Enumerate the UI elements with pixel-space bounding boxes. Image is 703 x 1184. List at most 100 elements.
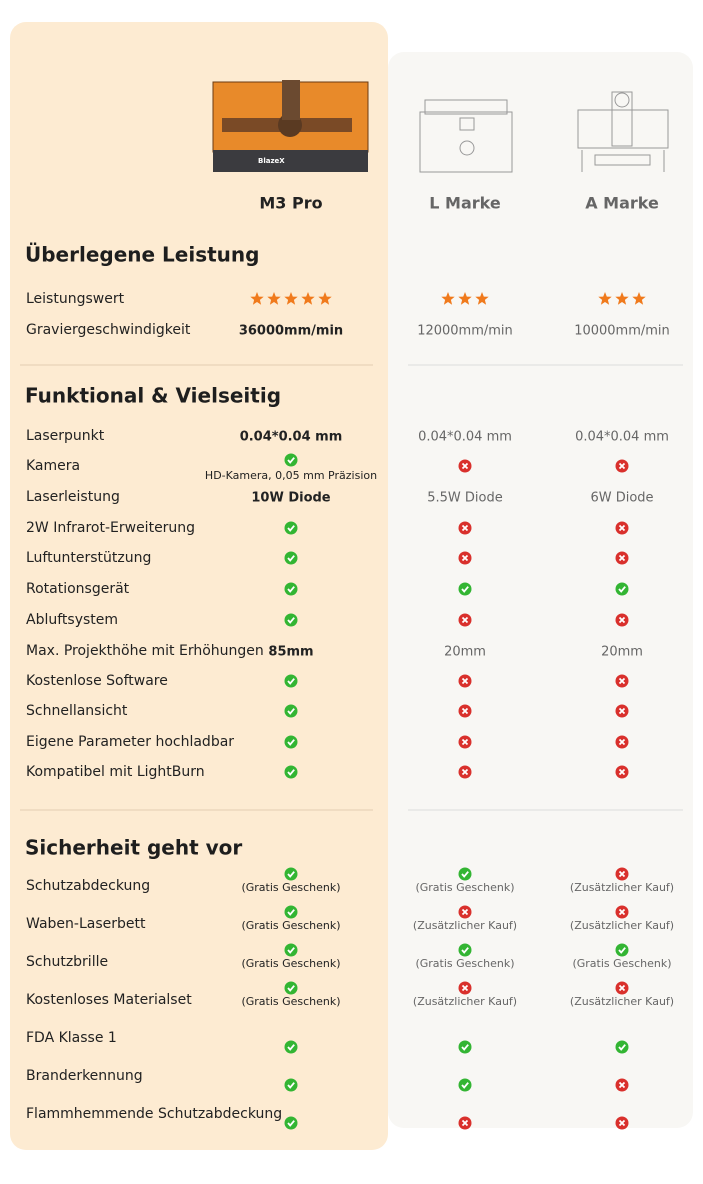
icon-glyph (287, 1082, 295, 1089)
icon-circle (284, 1116, 298, 1130)
check-icon (284, 453, 298, 467)
star (615, 292, 629, 305)
row-label: Leistungswert (26, 291, 125, 307)
cell-text: 10W Diode (251, 491, 330, 506)
cross-icon (615, 459, 629, 473)
icon-glyph (618, 768, 626, 776)
icon-circle (284, 981, 298, 995)
cross-icon (615, 521, 629, 535)
icon-glyph (461, 908, 469, 916)
check-icon (284, 1040, 298, 1054)
icon-glyph (287, 617, 295, 624)
row-label: Max. Projekthöhe mit Erhöhungen (26, 643, 264, 659)
icon-circle (458, 1040, 472, 1054)
icon-glyph (461, 677, 469, 685)
row-label: Graviergeschwindigkeit (26, 322, 191, 338)
icon-circle (284, 1040, 298, 1054)
cross-icon (458, 704, 472, 718)
m3-image: BlazeX (212, 80, 369, 172)
icon-circle (284, 613, 298, 627)
check-icon (615, 1040, 629, 1054)
icon-glyph (618, 738, 626, 746)
icon-circle (284, 582, 298, 596)
check-icon (284, 905, 298, 919)
row-label: Kompatibel mit LightBurn (26, 764, 205, 780)
icon-circle (615, 1040, 629, 1054)
icon-glyph (618, 984, 626, 992)
icon-glyph (618, 462, 626, 470)
icon-circle (284, 735, 298, 749)
row-label: Branderkennung (26, 1068, 143, 1084)
icon-glyph (461, 1082, 469, 1089)
cell-text: 36000mm/min (239, 324, 343, 339)
icon-glyph (287, 985, 295, 992)
check-icon (615, 943, 629, 957)
check-icon (284, 1116, 298, 1130)
icon-glyph (287, 871, 295, 878)
cell-note: (Gratis Geschenk) (241, 919, 340, 932)
cross-icon (458, 613, 472, 627)
icon-circle (458, 582, 472, 596)
icon-glyph (618, 870, 626, 878)
row-label: Waben-Laserbett (26, 916, 146, 932)
check-icon (284, 674, 298, 688)
cell-text: 6W Diode (590, 491, 653, 506)
cross-icon (458, 521, 472, 535)
icon-glyph (287, 457, 295, 464)
check-icon (458, 867, 472, 881)
cross-icon (615, 551, 629, 565)
cross-icon (458, 551, 472, 565)
icon-circle (284, 867, 298, 881)
icon-glyph (461, 738, 469, 746)
icon-glyph (461, 554, 469, 562)
cross-icon (615, 981, 629, 995)
icon-circle (615, 582, 629, 596)
icon-glyph (618, 947, 626, 954)
cross-icon (458, 1116, 472, 1130)
cell-text: 0.04*0.04 mm (575, 430, 669, 445)
icon-glyph (287, 769, 295, 776)
icon-circle (284, 453, 298, 467)
cross-icon (615, 735, 629, 749)
cross-icon (458, 735, 472, 749)
icon-glyph (618, 1081, 626, 1089)
icon-glyph (461, 1119, 469, 1127)
icon-circle (458, 867, 472, 881)
icon-glyph (287, 909, 295, 916)
cross-icon (458, 765, 472, 779)
icon-glyph (287, 525, 295, 532)
check-icon (284, 867, 298, 881)
icon-circle (284, 521, 298, 535)
row-label: Kostenloses Materialset (26, 992, 192, 1008)
cross-icon (458, 459, 472, 473)
icon-glyph (461, 524, 469, 532)
icon-glyph (287, 678, 295, 685)
star (441, 292, 455, 305)
cell-note: (Gratis Geschenk) (572, 957, 671, 970)
row-label: Schutzbrille (26, 954, 108, 970)
row-label: Rotationsgerät (26, 581, 130, 597)
icon-glyph (618, 1119, 626, 1127)
product-name: A Marke (585, 194, 659, 213)
check-icon (284, 1078, 298, 1092)
icon-circle (284, 1078, 298, 1092)
star (458, 292, 472, 305)
check-icon (458, 943, 472, 957)
check-icon (284, 981, 298, 995)
icon-glyph (461, 616, 469, 624)
cell-text: 10000mm/min (574, 324, 670, 339)
check-icon (458, 1078, 472, 1092)
icon-circle (284, 943, 298, 957)
cell-text: 5.5W Diode (427, 491, 503, 506)
check-icon (458, 1040, 472, 1054)
icon-glyph (287, 1120, 295, 1127)
row-label: Luftunterstützung (26, 550, 151, 566)
icon-glyph (618, 677, 626, 685)
icon-glyph (461, 947, 469, 954)
row-label: Schnellansicht (26, 703, 128, 719)
star (632, 292, 646, 305)
star (284, 292, 298, 305)
cell-note: (Zusätzlicher Kauf) (413, 919, 517, 932)
cross-icon (615, 704, 629, 718)
